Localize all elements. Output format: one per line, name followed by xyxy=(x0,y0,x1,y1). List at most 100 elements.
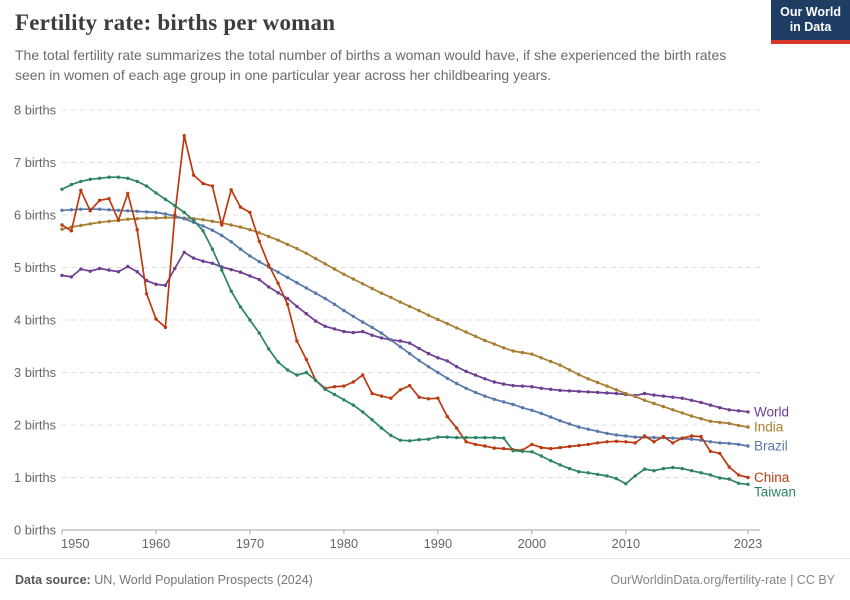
series-point-india[interactable] xyxy=(408,304,412,309)
series-point-brazil[interactable] xyxy=(60,208,64,212)
series-point-brazil[interactable] xyxy=(201,224,205,228)
series-point-taiwan[interactable] xyxy=(511,449,515,453)
series-point-taiwan[interactable] xyxy=(88,177,92,181)
series-point-brazil[interactable] xyxy=(342,308,346,313)
series-point-taiwan[interactable] xyxy=(483,435,487,440)
series-point-india[interactable] xyxy=(97,220,102,224)
series-point-china[interactable] xyxy=(201,181,205,186)
series-point-china[interactable] xyxy=(135,228,139,232)
series-point-brazil[interactable] xyxy=(436,370,440,375)
series-point-india[interactable] xyxy=(624,391,628,396)
series-point-taiwan[interactable] xyxy=(718,476,722,480)
series-point-india[interactable] xyxy=(727,421,731,426)
series-point-china[interactable] xyxy=(238,205,243,209)
series-point-india[interactable] xyxy=(342,272,346,276)
series-point-taiwan[interactable] xyxy=(727,477,731,481)
series-point-taiwan[interactable] xyxy=(652,469,656,473)
series-point-india[interactable] xyxy=(304,251,308,255)
series-point-china[interactable] xyxy=(473,442,478,447)
series-point-world[interactable] xyxy=(577,389,581,394)
series-point-china[interactable] xyxy=(718,451,722,456)
series-point-china[interactable] xyxy=(464,440,468,444)
series-point-brazil[interactable] xyxy=(708,440,713,444)
series-point-taiwan[interactable] xyxy=(520,449,525,453)
series-point-brazil[interactable] xyxy=(633,435,637,439)
series-point-india[interactable] xyxy=(680,411,684,415)
series-point-taiwan[interactable] xyxy=(79,179,83,184)
series-point-india[interactable] xyxy=(539,356,543,360)
series-point-india[interactable] xyxy=(502,346,506,350)
series-point-india[interactable] xyxy=(126,217,130,221)
series-point-brazil[interactable] xyxy=(492,397,496,401)
series-point-brazil[interactable] xyxy=(370,325,374,330)
series-point-world[interactable] xyxy=(605,391,609,395)
series-point-taiwan[interactable] xyxy=(558,463,562,467)
series-point-world[interactable] xyxy=(304,312,308,316)
series-point-brazil[interactable] xyxy=(746,444,750,448)
series-point-brazil[interactable] xyxy=(257,260,261,264)
series-point-taiwan[interactable] xyxy=(492,435,496,440)
series-point-china[interactable] xyxy=(558,445,562,450)
series-point-brazil[interactable] xyxy=(126,209,130,213)
series-point-brazil[interactable] xyxy=(361,320,365,324)
series-point-world[interactable] xyxy=(69,275,74,279)
series-point-china[interactable] xyxy=(267,263,271,267)
series-point-world[interactable] xyxy=(680,396,684,400)
series-point-india[interactable] xyxy=(163,215,168,220)
series-point-taiwan[interactable] xyxy=(97,176,102,180)
series-point-china[interactable] xyxy=(276,281,280,285)
series-point-india[interactable] xyxy=(473,334,478,338)
series-point-world[interactable] xyxy=(539,386,543,390)
series-point-world[interactable] xyxy=(332,327,337,331)
series-point-brazil[interactable] xyxy=(248,254,252,258)
series-point-china[interactable] xyxy=(69,229,74,233)
series-point-world[interactable] xyxy=(154,282,158,286)
series-point-india[interactable] xyxy=(511,349,515,353)
series-point-taiwan[interactable] xyxy=(379,426,384,430)
series-point-india[interactable] xyxy=(436,317,440,322)
series-point-brazil[interactable] xyxy=(79,207,83,211)
series-point-india[interactable] xyxy=(314,256,318,261)
series-point-world[interactable] xyxy=(614,391,619,396)
owid-logo[interactable]: Our World in Data xyxy=(771,0,850,44)
series-point-taiwan[interactable] xyxy=(248,318,252,322)
series-point-world[interactable] xyxy=(417,346,421,351)
series-point-brazil[interactable] xyxy=(736,442,741,447)
series-point-india[interactable] xyxy=(445,322,449,326)
series-point-taiwan[interactable] xyxy=(229,289,233,293)
series-point-world[interactable] xyxy=(173,266,177,271)
series-point-india[interactable] xyxy=(567,368,572,372)
series-point-china[interactable] xyxy=(60,223,64,227)
series-point-brazil[interactable] xyxy=(530,408,534,412)
series-point-brazil[interactable] xyxy=(285,275,290,280)
series-point-india[interactable] xyxy=(210,219,215,223)
series-point-china[interactable] xyxy=(116,218,121,222)
series-point-china[interactable] xyxy=(126,191,130,196)
series-point-taiwan[interactable] xyxy=(135,179,139,184)
series-point-china[interactable] xyxy=(530,442,534,447)
series-point-india[interactable] xyxy=(614,388,619,392)
series-point-brazil[interactable] xyxy=(586,427,590,431)
series-point-india[interactable] xyxy=(323,262,327,266)
series-point-taiwan[interactable] xyxy=(332,392,337,397)
series-point-china[interactable] xyxy=(295,339,299,343)
series-point-china[interactable] xyxy=(624,440,628,444)
series-point-brazil[interactable] xyxy=(624,434,628,438)
series-line-india[interactable] xyxy=(61,216,749,428)
series-point-india[interactable] xyxy=(549,359,553,364)
series-point-brazil[interactable] xyxy=(351,314,355,318)
series-point-taiwan[interactable] xyxy=(163,197,168,201)
series-point-india[interactable] xyxy=(107,219,111,223)
series-point-india[interactable] xyxy=(633,394,637,399)
series-point-taiwan[interactable] xyxy=(304,370,308,375)
series-point-india[interactable] xyxy=(389,295,393,300)
series-point-india[interactable] xyxy=(689,414,694,418)
series-point-brazil[interactable] xyxy=(135,209,139,213)
series-point-taiwan[interactable] xyxy=(116,175,121,179)
series-point-india[interactable] xyxy=(642,398,647,402)
series-point-brazil[interactable] xyxy=(154,210,158,215)
series-point-taiwan[interactable] xyxy=(191,218,196,222)
series-point-india[interactable] xyxy=(492,342,496,346)
series-point-brazil[interactable] xyxy=(426,365,431,369)
series-point-china[interactable] xyxy=(144,292,149,296)
